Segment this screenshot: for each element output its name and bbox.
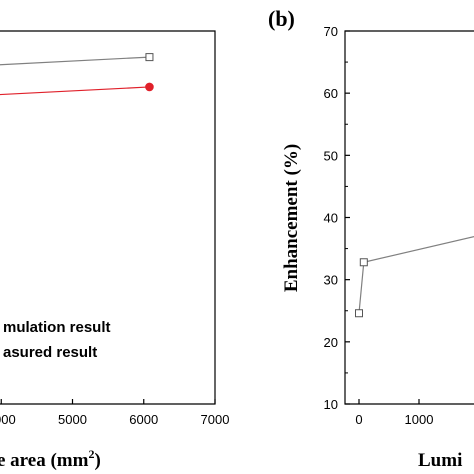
legend-entry-simulation: mulation result [3, 319, 111, 336]
legend-entry-measured: asured result [3, 344, 97, 361]
panel-a-x-title-close: ) [94, 450, 100, 471]
panel-a-x-title-main: e area (mm [0, 450, 89, 471]
panel-a: 4000 5000 6000 7000 mulation result asured … [0, 30, 229, 471]
panel-b-x-axis-title: Lumi [418, 450, 462, 471]
panel-b-data-point [355, 309, 363, 318]
panel-a-x-axis-title: e area (mm2) [0, 447, 101, 471]
panel-a-axis-frame [0, 30, 216, 405]
data-point-1 [145, 82, 154, 92]
panel-b-y-tick-label: 70 [324, 24, 338, 39]
panel-b-x-ticks: 010002 [355, 399, 434, 427]
panel-a-series [0, 53, 154, 96]
panel-b-axis-frame [344, 30, 474, 405]
panel-a-x-tick-label: 6000 [129, 412, 158, 427]
panel-b-y-ticks: 10 20 30 40 50 60 70 [324, 24, 350, 412]
panel-b-y-tick-label: 30 [324, 273, 338, 288]
data-point-0 [145, 53, 154, 62]
panel-b-x-tick-label: 0 [355, 412, 362, 427]
panel-b-y-tick-label: 20 [324, 335, 338, 350]
panel-a-x-tick-label: 4000 [0, 412, 16, 427]
panel-b-y-axis-title: Enhancement (%) [281, 144, 302, 292]
panel-a-x-title-sup: 2 [88, 447, 94, 461]
panel-b-label: (b) [268, 6, 295, 31]
series-line-1 [0, 86, 150, 96]
panel-b-y-tick-label: 40 [324, 211, 338, 226]
series-line-0 [0, 56, 150, 66]
panel-b-y-tick-label: 60 [324, 86, 338, 101]
panel-b-data-point [359, 258, 368, 267]
panel-a-legend: mulation result asured result [3, 319, 111, 361]
panel-b-series [355, 236, 474, 318]
panel-b-series-line [358, 236, 474, 314]
panel-a-x-ticks: 4000 5000 6000 7000 [0, 399, 229, 427]
panel-b-x-tick-label: 1000 [405, 412, 434, 427]
panel-b-y-tick-label: 50 [324, 148, 338, 163]
panel-a-x-tick-label: 7000 [201, 412, 230, 427]
panel-b-y-tick-label: 10 [324, 397, 338, 412]
panel-a-x-tick-label: 5000 [58, 412, 87, 427]
